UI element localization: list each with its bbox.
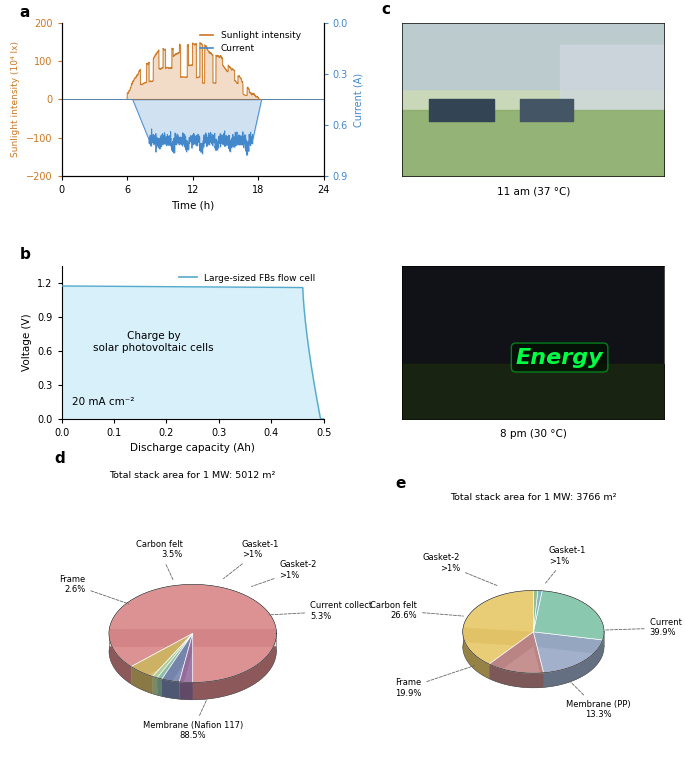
Text: Gasket-1
>1%: Gasket-1 >1% xyxy=(545,546,586,583)
Text: Current collect
39.9%: Current collect 39.9% xyxy=(605,618,685,637)
Text: Frame
19.9%: Frame 19.9% xyxy=(395,665,475,698)
Text: Charge by
solar photovoltaic cells: Charge by solar photovoltaic cells xyxy=(93,331,214,353)
Polygon shape xyxy=(463,628,489,679)
Polygon shape xyxy=(463,628,534,679)
Y-axis label: Current (A): Current (A) xyxy=(353,72,364,126)
Polygon shape xyxy=(162,633,192,699)
Polygon shape xyxy=(162,633,192,682)
Polygon shape xyxy=(489,632,544,688)
Polygon shape xyxy=(109,629,277,700)
Polygon shape xyxy=(109,633,277,700)
Text: Gasket-1
>1%: Gasket-1 >1% xyxy=(223,540,279,578)
Text: Membrane (PP)
13.3%: Membrane (PP) 13.3% xyxy=(566,681,630,719)
Text: Gasket-2
>1%: Gasket-2 >1% xyxy=(251,560,317,587)
Polygon shape xyxy=(489,664,544,688)
Text: Total stack area for 1 MW: 3766 m²: Total stack area for 1 MW: 3766 m² xyxy=(450,493,616,502)
Text: Frame
2.6%: Frame 2.6% xyxy=(59,575,129,604)
Text: 20 mA cm⁻²: 20 mA cm⁻² xyxy=(72,397,134,407)
Polygon shape xyxy=(109,584,277,683)
Text: Carbon felt
3.5%: Carbon felt 3.5% xyxy=(136,540,182,580)
Polygon shape xyxy=(534,591,538,632)
Polygon shape xyxy=(179,682,192,700)
Legend: Large-sized FBs flow cell: Large-sized FBs flow cell xyxy=(175,270,319,286)
Polygon shape xyxy=(534,591,542,632)
Polygon shape xyxy=(153,677,157,696)
Polygon shape xyxy=(131,633,192,694)
Text: 8 pm (30 °C): 8 pm (30 °C) xyxy=(500,429,567,439)
Polygon shape xyxy=(153,633,192,678)
Polygon shape xyxy=(534,628,604,654)
Polygon shape xyxy=(179,633,192,700)
Polygon shape xyxy=(534,632,603,673)
Y-axis label: Voltage (V): Voltage (V) xyxy=(22,314,32,371)
Polygon shape xyxy=(162,679,179,699)
Polygon shape xyxy=(463,632,604,688)
Text: Current collect
5.3%: Current collect 5.3% xyxy=(269,601,372,621)
Polygon shape xyxy=(179,633,192,683)
Text: a: a xyxy=(20,5,30,20)
Polygon shape xyxy=(157,633,192,679)
Polygon shape xyxy=(534,632,603,687)
Polygon shape xyxy=(603,628,604,654)
Text: Total stack area for 1 MW: 5012 m²: Total stack area for 1 MW: 5012 m² xyxy=(110,470,276,479)
Text: Gasket-2
>1%: Gasket-2 >1% xyxy=(423,553,498,586)
Text: b: b xyxy=(20,247,31,263)
Text: e: e xyxy=(395,476,406,492)
Polygon shape xyxy=(131,633,192,677)
Polygon shape xyxy=(489,632,544,673)
Polygon shape xyxy=(463,591,534,664)
Polygon shape xyxy=(157,678,162,696)
Text: Energy: Energy xyxy=(516,348,603,368)
Y-axis label: Sunlight intensity (10⁴ lx): Sunlight intensity (10⁴ lx) xyxy=(12,41,21,158)
Text: Membrane (Nafion 117)
88.5%: Membrane (Nafion 117) 88.5% xyxy=(142,699,242,740)
Polygon shape xyxy=(544,640,603,687)
Text: d: d xyxy=(55,451,66,466)
X-axis label: Time (h): Time (h) xyxy=(171,201,214,211)
Text: c: c xyxy=(382,2,390,17)
Polygon shape xyxy=(131,667,153,694)
X-axis label: Discharge capacity (Ah): Discharge capacity (Ah) xyxy=(130,444,255,454)
Text: Carbon felt
26.6%: Carbon felt 26.6% xyxy=(370,600,464,620)
Polygon shape xyxy=(157,633,192,696)
Legend: Sunlight intensity, Current: Sunlight intensity, Current xyxy=(197,27,304,57)
Polygon shape xyxy=(153,633,192,696)
Polygon shape xyxy=(534,591,604,640)
Polygon shape xyxy=(109,629,277,700)
Text: 11 am (37 °C): 11 am (37 °C) xyxy=(497,186,570,196)
